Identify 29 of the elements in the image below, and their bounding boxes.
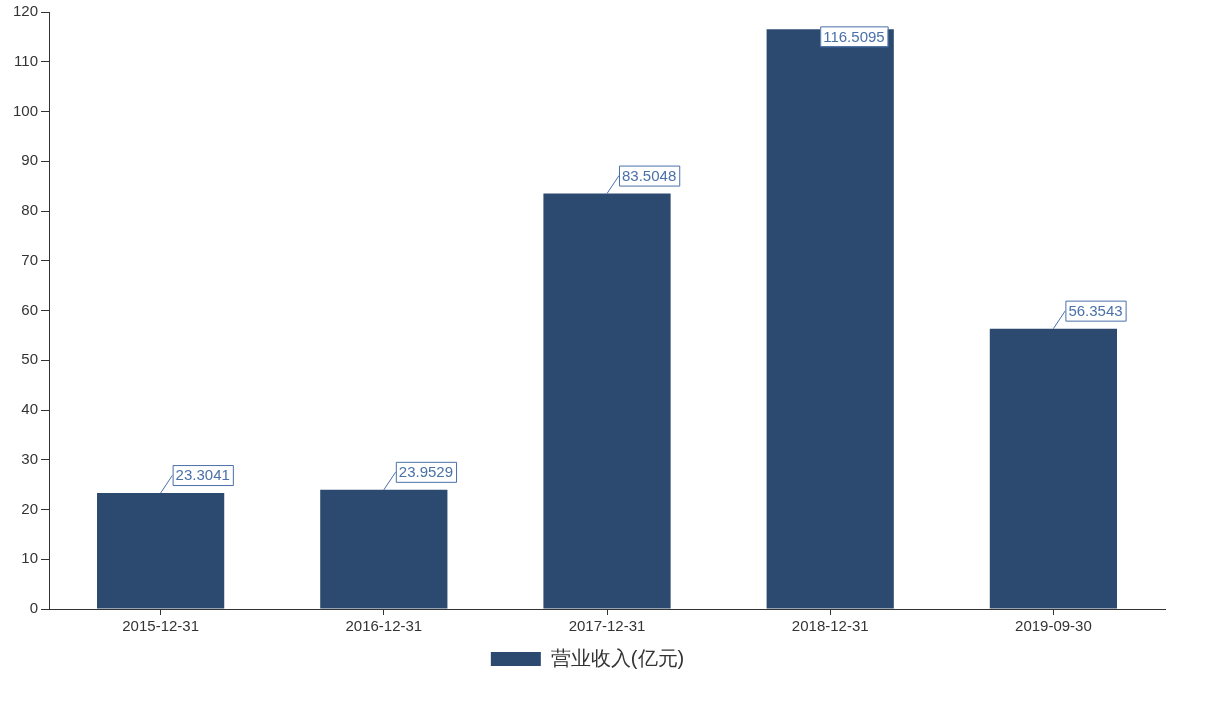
x-tick-label: 2017-12-31 [568,617,646,635]
y-tick-label: 30 [21,449,39,467]
legend-label: 营业收入(亿元) [550,646,685,669]
data-label: 116.5095 [823,27,885,45]
y-tick-label: 90 [21,151,39,169]
y-tick-label: 50 [21,350,39,368]
data-label: 23.3041 [175,466,230,484]
y-tick-label: 40 [21,400,39,418]
bar [989,328,1118,609]
bar [543,193,671,609]
data-label: 56.3543 [1068,301,1123,319]
x-tick-label: 2015-12-31 [122,617,199,635]
y-tick-label: 100 [13,101,39,119]
x-tick-label: 2016-12-31 [345,617,423,635]
bar [97,493,225,609]
y-tick-label: 20 [21,499,39,517]
y-tick-label: 80 [21,201,39,219]
x-tick-label: 2019-09-30 [1015,617,1092,635]
bar [320,489,448,609]
y-tick-label: 70 [21,250,39,268]
y-tick-label: 110 [14,51,39,69]
y-tick-label: 0 [29,599,39,617]
y-tick-label: 60 [21,300,39,318]
data-label: 83.5048 [622,166,677,184]
bar [766,29,894,609]
data-label: 23.9529 [398,462,454,480]
x-tick-label: 2018-12-31 [791,617,869,635]
y-tick-label: 120 [13,2,39,20]
y-tick-label: 10 [21,549,39,567]
